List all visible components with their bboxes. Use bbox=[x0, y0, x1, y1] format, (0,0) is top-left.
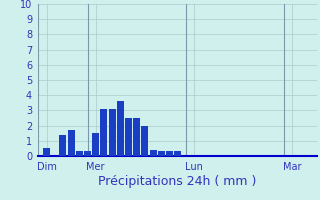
Bar bbox=[76, 151, 83, 156]
Bar bbox=[125, 118, 132, 156]
Bar bbox=[60, 135, 67, 156]
Bar bbox=[100, 109, 108, 156]
Bar bbox=[43, 148, 50, 156]
Bar bbox=[68, 130, 75, 156]
Bar bbox=[174, 151, 181, 156]
Bar bbox=[149, 150, 156, 156]
Bar bbox=[84, 151, 91, 156]
Bar bbox=[117, 101, 124, 156]
Bar bbox=[108, 109, 116, 156]
Bar bbox=[92, 133, 99, 156]
Bar bbox=[141, 126, 148, 156]
Bar bbox=[166, 151, 173, 156]
Bar bbox=[158, 151, 165, 156]
Bar bbox=[133, 118, 140, 156]
X-axis label: Précipitations 24h ( mm ): Précipitations 24h ( mm ) bbox=[99, 175, 257, 188]
